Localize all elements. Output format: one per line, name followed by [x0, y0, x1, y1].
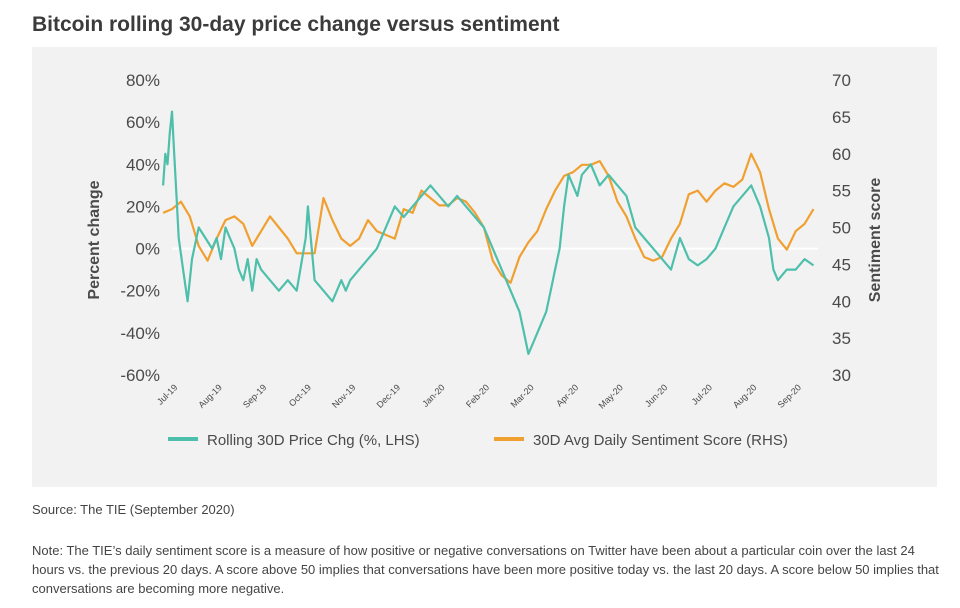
- left-tick-label: -60%: [120, 366, 160, 385]
- right-tick-label: 40: [832, 292, 851, 311]
- x-tick-label: Mar-20: [509, 382, 536, 409]
- right-tick-label: 50: [832, 219, 851, 238]
- x-tick-label: Oct-19: [287, 382, 313, 408]
- right-tick-label: 65: [832, 108, 851, 127]
- page-title: Bitcoin rolling 30-day price change vers…: [32, 13, 560, 36]
- left-tick-label: -40%: [120, 324, 160, 343]
- left-tick-label: -20%: [120, 282, 160, 301]
- x-tick-label: Jul-20: [690, 382, 714, 406]
- x-tick-label: Sep-20: [776, 382, 804, 410]
- legend: Rolling 30D Price Chg (%, LHS) 30D Avg D…: [168, 432, 788, 449]
- right-tick-label: 35: [832, 329, 851, 348]
- right-tick-label: 55: [832, 182, 851, 201]
- left-tick-label: 80%: [126, 71, 160, 90]
- series-line-price: [162, 110, 815, 355]
- left-tick-label: 0%: [135, 240, 160, 259]
- x-tick-label: Apr-20: [554, 382, 580, 408]
- right-axis-title: Sentiment score: [867, 178, 884, 303]
- legend-label-price: Rolling 30D Price Chg (%, LHS): [207, 432, 420, 449]
- left-tick-label: 60%: [126, 113, 160, 132]
- left-tick-label: 20%: [126, 197, 160, 216]
- note-text: Note: The TIE’s daily sentiment score is…: [32, 543, 939, 596]
- x-tick-label: Aug-19: [196, 382, 224, 410]
- series-line-sentiment: [162, 152, 815, 284]
- right-tick-label: 30: [832, 366, 851, 385]
- x-tick-label: Dec-19: [375, 382, 403, 410]
- right-axis-ticks: 70 65 60 55 50 45 40 35 30: [832, 71, 851, 385]
- chart-svg: 80% 60% 40% 20% 0% -20% -40% -60% 70 65 60 55 50 45 4…: [86, 71, 884, 449]
- x-tick-label: Feb-20: [464, 382, 491, 409]
- right-tick-label: 70: [832, 71, 851, 90]
- x-tick-label: Jul-19: [155, 382, 179, 406]
- x-tick-label: Nov-19: [330, 382, 358, 410]
- x-tick-label: Jan-20: [420, 382, 447, 409]
- x-tick-label: May-20: [597, 382, 625, 410]
- left-axis-ticks: 80% 60% 40% 20% 0% -20% -40% -60%: [120, 71, 160, 385]
- right-tick-label: 60: [832, 145, 851, 164]
- x-tick-label: Aug-20: [731, 382, 759, 410]
- left-axis-title: Percent change: [86, 180, 103, 299]
- source-text: Source: The TIE (September 2020): [32, 502, 235, 517]
- x-tick-label: Jun-20: [643, 382, 670, 409]
- left-tick-label: 40%: [126, 155, 160, 174]
- right-tick-label: 45: [832, 255, 851, 274]
- series-layer: [162, 110, 815, 355]
- x-axis-ticks: Jul-19 Aug-19 Sep-19 Oct-19 Nov-19 Dec-19 Jan-…: [155, 382, 803, 410]
- x-tick-label: Sep-19: [241, 382, 269, 410]
- legend-label-sentiment: 30D Avg Daily Sentiment Score (RHS): [533, 432, 788, 449]
